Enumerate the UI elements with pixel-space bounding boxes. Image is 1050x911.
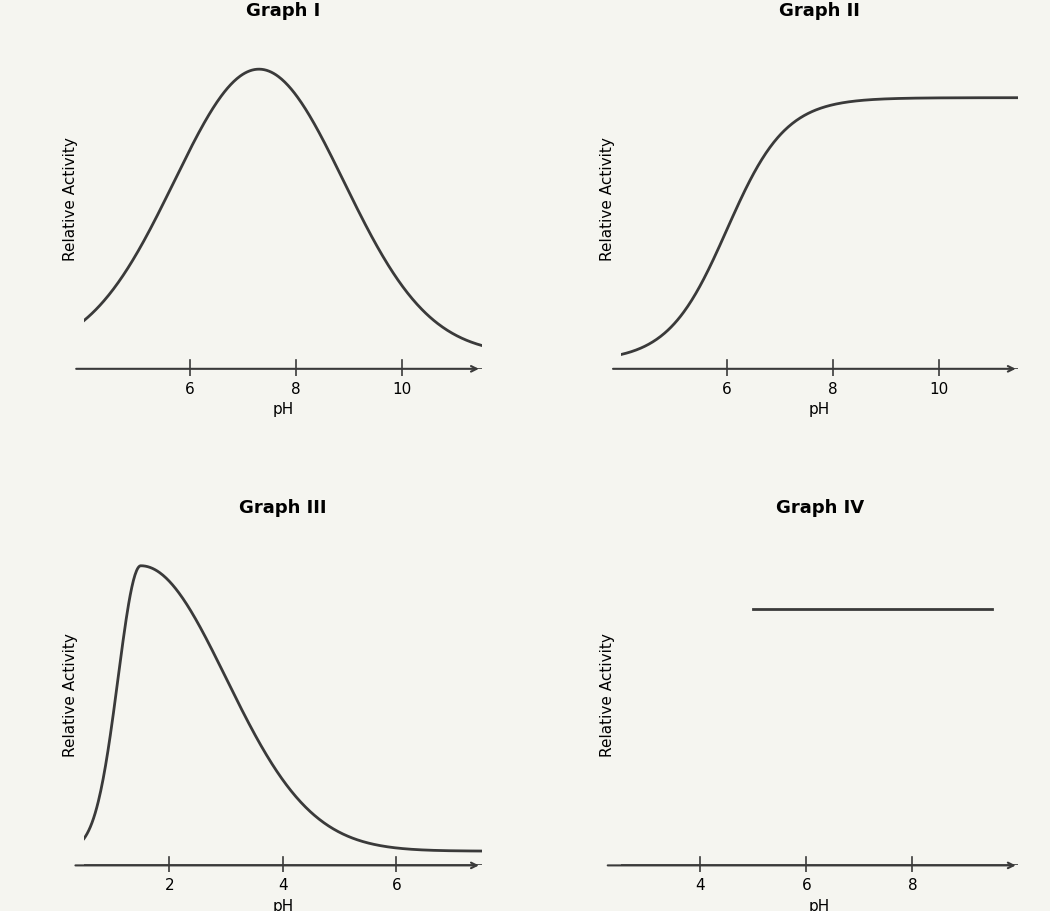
Y-axis label: Relative Activity: Relative Activity: [601, 632, 615, 756]
Title: Graph I: Graph I: [246, 2, 320, 20]
Y-axis label: Relative Activity: Relative Activity: [63, 137, 79, 261]
Title: Graph III: Graph III: [239, 498, 327, 517]
X-axis label: pH: pH: [272, 897, 293, 911]
X-axis label: pH: pH: [810, 897, 831, 911]
Title: Graph IV: Graph IV: [776, 498, 864, 517]
Y-axis label: Relative Activity: Relative Activity: [601, 137, 615, 261]
X-axis label: pH: pH: [810, 402, 831, 416]
X-axis label: pH: pH: [272, 402, 293, 416]
Y-axis label: Relative Activity: Relative Activity: [63, 632, 79, 756]
Title: Graph II: Graph II: [779, 2, 860, 20]
